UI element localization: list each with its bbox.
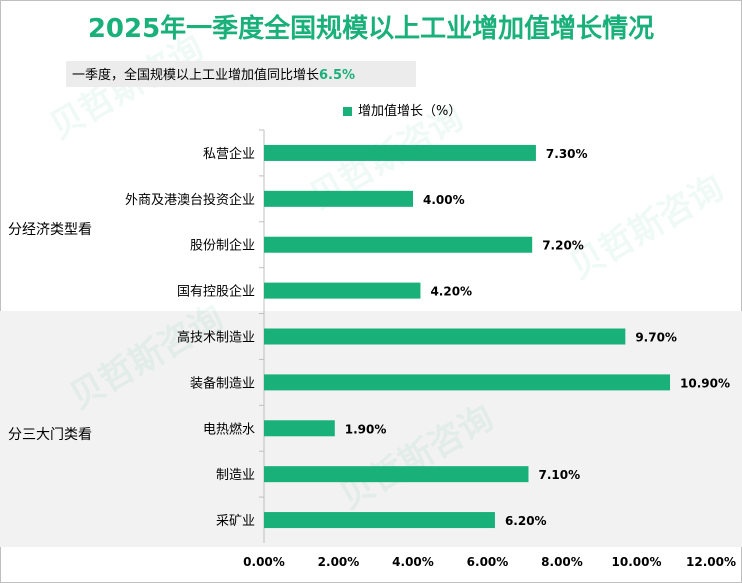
- data-label: 9.70%: [635, 331, 677, 345]
- category-label: 电热燃水: [203, 421, 255, 437]
- category-label: 私营企业: [203, 146, 255, 162]
- category-label: 装备制造业: [190, 375, 255, 391]
- x-tick-label: 4.00%: [392, 555, 434, 569]
- subtitle-text: 一季度，全国规模以上工业增加值同比增长: [72, 68, 320, 83]
- bar: [264, 236, 533, 253]
- bar: [264, 328, 626, 345]
- group-band-industry: [0, 311, 742, 547]
- x-tick-label: 12.00%: [686, 555, 736, 569]
- data-label: 6.20%: [505, 514, 547, 528]
- bar: [264, 190, 413, 207]
- x-tick-label: 6.00%: [467, 555, 509, 569]
- category-label: 采矿业: [216, 514, 255, 529]
- bar: [264, 374, 671, 391]
- data-label: 4.20%: [430, 285, 472, 299]
- group-label-industry: 分三大门类看: [8, 427, 92, 443]
- x-tick-label: 0.00%: [243, 555, 285, 569]
- subtitle-box: [66, 61, 416, 87]
- group-label-economic-type: 分经济类型看: [8, 222, 92, 238]
- data-label: 7.30%: [546, 147, 588, 161]
- bar: [264, 282, 421, 299]
- bar: [264, 144, 536, 161]
- chart-title: 2025年一季度全国规模以上工业增加值增长情况: [87, 14, 655, 44]
- data-label: 1.90%: [345, 422, 387, 436]
- category-label: 制造业: [216, 468, 255, 483]
- data-label: 7.20%: [542, 239, 584, 253]
- data-label: 10.90%: [680, 376, 730, 390]
- data-label: 4.00%: [423, 193, 465, 207]
- subtitle-highlight: 6.5%: [319, 68, 356, 83]
- category-label: 股份制企业: [190, 238, 255, 254]
- category-label: 外商及港澳台投资企业: [125, 192, 255, 208]
- x-tick-label: 8.00%: [541, 555, 583, 569]
- bar: [264, 512, 495, 529]
- category-label: 国有控股企业: [177, 284, 255, 300]
- x-tick-label: 10.00%: [612, 555, 662, 569]
- x-tick-label: 2.00%: [318, 555, 360, 569]
- data-label: 7.10%: [538, 468, 580, 482]
- bar: [264, 466, 529, 483]
- legend-swatch: [343, 107, 352, 116]
- category-label: 高技术制造业: [177, 330, 255, 346]
- chart-subtitle: 一季度，全国规模以上工业增加值同比增长6.5%: [72, 64, 355, 83]
- bar: [264, 420, 335, 437]
- legend-label: 增加值增长（%）: [358, 104, 462, 119]
- legend: 增加值增长（%）: [343, 100, 461, 119]
